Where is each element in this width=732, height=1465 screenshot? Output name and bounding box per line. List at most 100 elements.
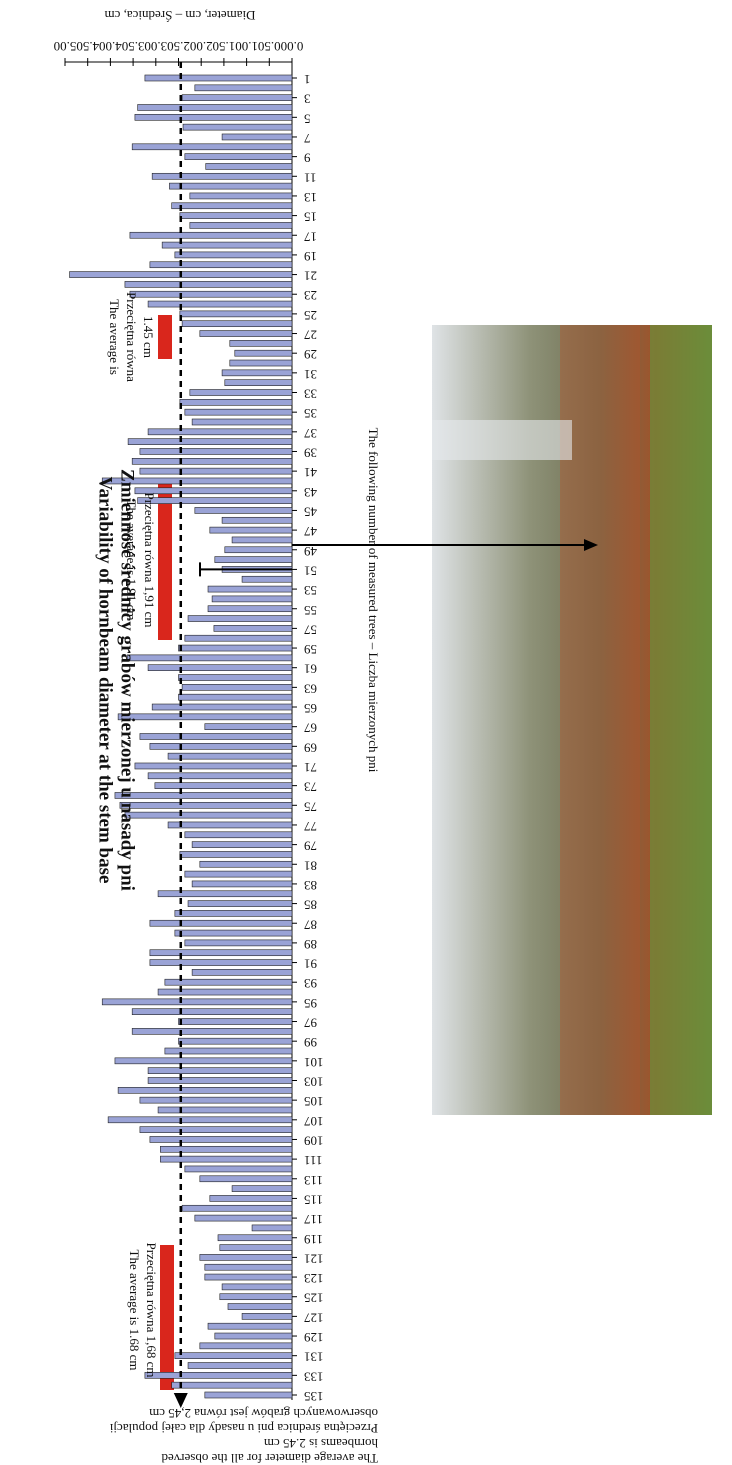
bar [147,428,293,436]
bar [199,1175,293,1183]
bar [187,1362,293,1369]
y-tick-label: 41 [304,465,317,480]
segment-note: Przeciętna równa 1,68 cm [144,1242,159,1377]
category-axis-title: The following number of measured trees –… [366,428,381,773]
bar [179,399,293,406]
arrow-head [584,539,598,551]
y-tick-label: 23 [304,288,317,303]
bar [214,1332,293,1340]
bar [139,1096,293,1104]
bar [107,1116,293,1124]
segment-note: The average is 1.68 cm [127,1250,142,1371]
bar [207,605,293,613]
bar [184,870,293,878]
y-tick-label: 81 [304,858,317,873]
y-tick-label: 115 [304,1192,323,1207]
bar [174,251,293,259]
y-tick-label: 89 [304,937,317,952]
bar [219,1244,293,1251]
bar [129,231,293,239]
y-tick-label: 67 [304,721,318,736]
bar [178,1018,293,1025]
y-tick-label: 43 [304,485,317,500]
bar [171,1381,293,1389]
y-tick-label: 1 [304,72,311,87]
y-tick-label: 129 [304,1330,324,1345]
bar [174,1352,293,1359]
y-tick-label: 133 [304,1369,324,1384]
bar [157,988,293,996]
bar [127,438,293,445]
bar [199,1342,293,1350]
y-tick-label: 131 [304,1350,324,1365]
bar [114,1057,293,1065]
y-tick-label: 25 [304,308,317,323]
y-tick-label: 61 [304,662,317,677]
bar [147,300,293,308]
x-tick-label: 4.50 [76,39,99,54]
bar [179,212,293,219]
y-tick-label: 11 [304,170,317,185]
bar [167,752,293,760]
bar [160,1145,293,1153]
y-tick-label: 127 [304,1310,324,1325]
y-tick-label: 37 [304,426,318,441]
y-tick-label: 109 [304,1133,324,1148]
bar [229,359,293,367]
bar [184,1165,293,1173]
y-tick-label: 91 [304,957,317,972]
bar [161,241,293,249]
y-tick-label: 19 [304,249,317,264]
y-tick-label: 71 [304,760,317,775]
bar [209,1195,293,1202]
mean-label: The average diameter for all the observe… [161,1451,378,1465]
bar [199,330,293,337]
bar [191,418,293,426]
x-tick-label: 1.00 [235,39,258,54]
bar [178,693,293,701]
segment-average [158,315,172,359]
bar [189,389,293,396]
y-tick-label: 87 [304,917,318,932]
mean-label: hornbeams is 2.45 cm [264,1436,378,1451]
y-tick-label: 73 [304,780,317,795]
bar [199,860,293,868]
y-tick-label: 35 [304,406,317,421]
bar [149,919,293,927]
bar [214,556,293,563]
bar [178,1037,293,1045]
bar [191,969,293,976]
y-tick-label: 85 [304,898,317,913]
x-tick-label: 0.50 [258,39,281,54]
bar [137,104,293,111]
bar [119,801,293,809]
bar [181,94,293,101]
bar [139,1126,293,1133]
bar [147,664,293,672]
segment-note: The average is 1.91 cm [124,500,139,621]
y-tick-label: 113 [304,1173,323,1188]
y-tick-label: 121 [304,1251,324,1266]
bar [221,133,293,141]
chart-title: Variability of hornbeam diameter at the … [95,477,116,884]
bar [131,1028,293,1035]
bar [147,1077,293,1084]
y-tick-label: 117 [304,1212,324,1227]
y-tick-label: 79 [304,839,317,854]
bar [205,163,293,170]
bar [221,369,293,377]
y-tick-label: 45 [304,504,317,519]
bar [179,851,293,858]
bar [101,998,293,1006]
bar [169,182,293,190]
y-tick-label: 63 [304,681,317,696]
bar [187,615,293,622]
y-tick-label: 101 [304,1055,324,1070]
bar [139,733,293,740]
y-tick-label: 59 [304,642,317,657]
y-tick-label: 27 [304,328,318,343]
y-tick-label: 53 [304,583,317,598]
y-tick-label: 9 [304,151,311,166]
y-tick-label: 105 [304,1094,324,1109]
chart-subtitle: Zmienność średnicy grabów mierzonej u na… [117,469,138,891]
